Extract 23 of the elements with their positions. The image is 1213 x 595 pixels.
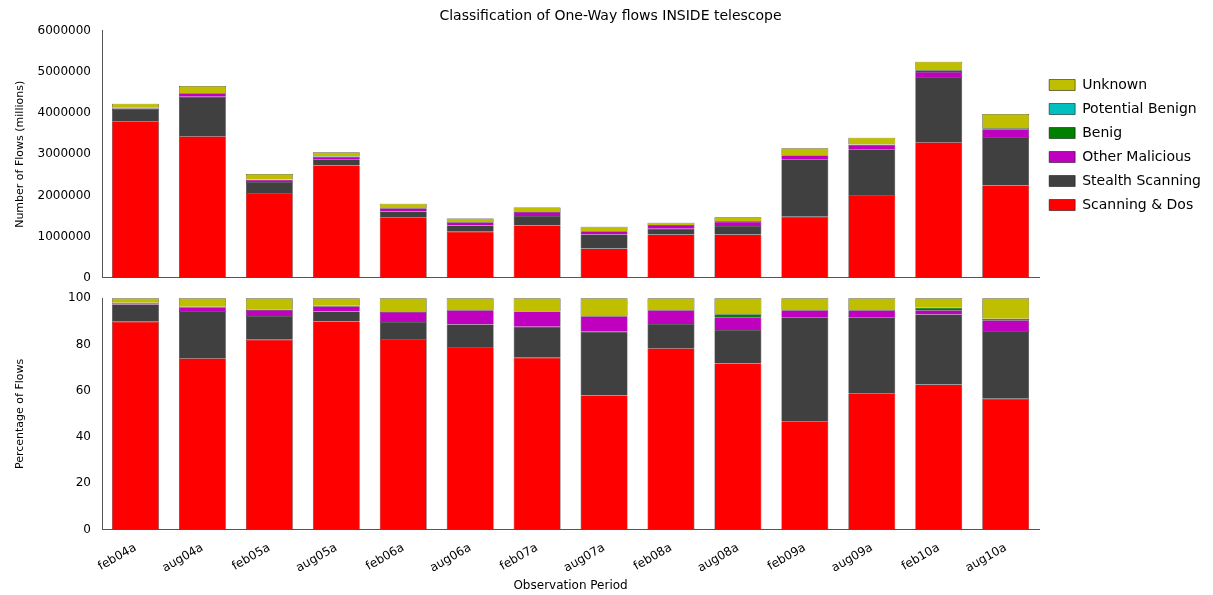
x-axis-title: Observation Period [513,577,628,592]
y-tick-label: 2000000 [37,187,91,202]
y-tick-label: 0 [83,521,91,536]
y-axis-title: Percentage of Flows [13,358,27,470]
y-tick-label: 3000000 [37,146,91,161]
legend-label: Benig [1082,123,1123,140]
y-tick-label: 5000000 [37,64,91,79]
y-tick-label: 6000000 [37,22,91,37]
y-tick-label: 40 [75,429,91,444]
y-tick-label: 60 [75,382,91,397]
y-tick-label: 100 [68,290,91,305]
y-tick-label: 0 [83,269,91,284]
y-axis-title: Number of Flows (millions) [13,80,27,228]
legend-label: Potential Benign [1082,99,1197,116]
y-tick-label: 4000000 [37,105,91,120]
legend-label: Unknown [1082,75,1148,92]
y-tick-label: 1000000 [37,228,91,243]
legend-label: Other Malicious [1082,147,1192,164]
legend-label: Scanning & Dos [1082,195,1194,212]
chart-title: Classification of One-Way flows INSIDE telescope [439,7,782,24]
legend-label: Stealth Scanning [1082,171,1202,188]
y-tick-label: 80 [75,336,91,351]
y-tick-label: 20 [75,475,91,490]
